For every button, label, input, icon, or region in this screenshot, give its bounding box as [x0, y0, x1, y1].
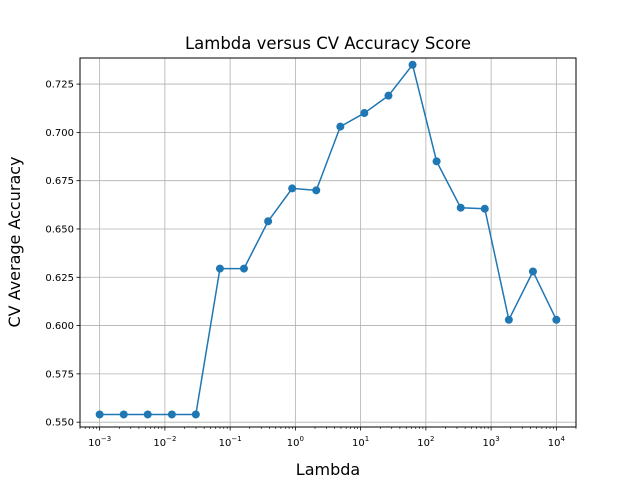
x-tick-label-base: 10 — [287, 438, 300, 449]
x-tick-label: 10−3 — [88, 435, 111, 449]
data-point — [456, 203, 465, 212]
x-tick-label-exponent: 0 — [300, 435, 304, 443]
y-tick-label: 0.625 — [45, 273, 74, 284]
x-axis: 10−3 10−2 10−1 100 101 102 103 104 — [79, 427, 577, 449]
data-point — [167, 410, 176, 419]
x-tick-label-base: 10 — [483, 438, 496, 449]
x-tick-label-exponent: −1 — [231, 435, 241, 443]
y-tick-label: 0.650 — [45, 224, 74, 235]
data-point — [215, 264, 224, 273]
x-tick-label-base: 10 — [417, 438, 430, 449]
y-tick-label: 0.700 — [45, 128, 74, 139]
x-axis-label: Lambda — [296, 460, 360, 479]
x-tick-label-exponent: −3 — [101, 435, 111, 443]
x-tick-label-exponent: 4 — [560, 435, 565, 443]
y-axis: 0.550 0.575 0.600 0.625 0.650 0.675 0.700 0.725 — [45, 80, 80, 429]
x-tick-label-exponent: 2 — [430, 435, 434, 443]
data-point — [552, 315, 561, 324]
data-point — [239, 264, 248, 273]
data-point — [336, 122, 345, 131]
data-point — [95, 410, 104, 419]
data-point — [384, 91, 393, 100]
data-point — [408, 60, 417, 69]
series-layer — [95, 60, 561, 419]
y-tick-label: 0.575 — [45, 369, 74, 380]
x-tick-label-base: 10 — [352, 438, 365, 449]
y-tick-label: 0.600 — [45, 321, 74, 332]
data-point — [480, 204, 489, 213]
data-point — [360, 109, 369, 118]
x-tick-label-base: 10 — [88, 438, 101, 449]
y-axis-label: CV Average Accuracy — [5, 156, 24, 327]
x-tick-label-exponent: 1 — [365, 435, 369, 443]
x-tick-label: 103 — [483, 435, 500, 449]
data-point — [191, 410, 200, 419]
data-point — [312, 186, 321, 195]
x-tick-label: 10−1 — [219, 435, 242, 449]
data-point — [432, 157, 441, 166]
y-tick-label: 0.550 — [45, 418, 74, 429]
data-point — [143, 410, 152, 419]
x-tick-label: 10−2 — [153, 435, 176, 449]
data-point — [119, 410, 128, 419]
plot-frame — [79, 57, 577, 428]
x-tick-label-base: 10 — [153, 438, 166, 449]
x-tick-label-exponent: −2 — [166, 435, 176, 443]
data-point — [264, 217, 273, 226]
chart-title: Lambda versus CV Accuracy Score — [185, 34, 471, 53]
x-tick-label: 102 — [417, 435, 434, 449]
data-point — [528, 267, 537, 276]
x-tick-label-base: 10 — [219, 438, 232, 449]
x-tick-label: 104 — [548, 435, 566, 449]
x-tick-label: 100 — [287, 435, 304, 449]
y-tick-label: 0.725 — [45, 80, 74, 91]
x-tick-label-base: 10 — [548, 438, 561, 449]
y-tick-label: 0.675 — [45, 176, 74, 187]
x-tick-label: 101 — [352, 435, 369, 449]
data-point — [288, 184, 297, 193]
x-tick-label-exponent: 3 — [495, 435, 499, 443]
data-point — [504, 315, 513, 324]
